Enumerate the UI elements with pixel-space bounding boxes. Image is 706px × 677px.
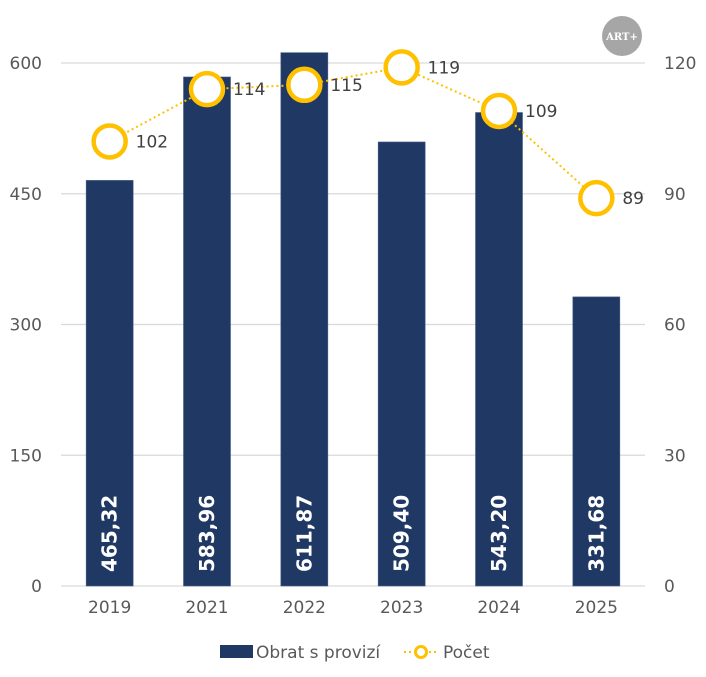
legend: Obrat s provizí Počet [220,643,490,663]
line-marker[interactable] [188,70,226,108]
y-left-tick-label: 450 [10,185,42,205]
line-marker[interactable] [578,179,615,217]
x-tick-label: 2025 [575,598,618,618]
line-marker[interactable] [480,92,518,130]
line-value-label: 109 [525,102,557,122]
x-tick-label: 2023 [380,598,423,618]
y-right-tick-label: 120 [664,54,696,74]
line-marker[interactable] [383,49,420,86]
line-value-label: 119 [428,58,460,78]
y-axis-left: 0 150 300 450 600 [10,54,42,597]
bar-value-label: 331,68 [584,495,608,572]
gridlines [61,62,645,587]
y-right-tick-label: 30 [664,446,686,466]
logo: ART+ [602,16,642,56]
x-tick-label: 2019 [88,598,131,618]
bar-value-label: 611,87 [292,495,316,572]
line-series [91,49,615,217]
logo-text: ART+ [605,32,638,43]
x-tick-label: 2021 [185,598,228,618]
legend-swatch-marker [414,645,428,659]
y-left-tick-label: 0 [31,577,42,597]
x-tick-label: 2022 [283,598,326,618]
y-left-tick-label: 150 [10,446,42,466]
line-marker[interactable] [286,66,323,104]
logo-badge [602,16,642,56]
y-right-tick-label: 60 [664,316,686,336]
bar-value-label: 543,20 [487,495,511,572]
line-value-label: 114 [233,80,265,100]
bar[interactable] [183,76,231,587]
bar-value-label: 583,96 [195,495,219,572]
bar-value-label: 509,40 [390,495,414,572]
line-path [109,66,598,199]
line-value-label: 89 [622,189,644,209]
bar-value-label: 465,32 [98,495,122,572]
x-tick-label: 2024 [477,598,520,618]
legend-label-obrat: Obrat s provizí [256,643,381,663]
y-right-tick-label: 90 [664,185,686,205]
x-axis: 2019 2021 2022 2023 2024 2025 [88,598,618,618]
bar-series [85,52,621,587]
line-value-labels: 102 114 115 119 109 89 [136,58,644,209]
legend-label-pocet: Počet [443,643,490,663]
line-value-label: 102 [136,132,168,152]
legend-swatch-bar [220,645,253,658]
legend-item-obrat[interactable]: Obrat s provizí [220,643,381,663]
line-marker[interactable] [91,123,128,160]
bar[interactable] [572,296,621,587]
bar-value-labels: 465,32 583,96 611,87 509,40 543,20 331,68 [98,495,609,572]
y-left-tick-label: 300 [10,316,42,336]
y-right-tick-label: 0 [664,577,675,597]
bar[interactable] [85,180,134,587]
bar[interactable] [377,141,426,587]
y-axis-right: 0 30 60 90 120 [664,54,696,597]
y-left-tick-label: 600 [10,54,42,74]
line-value-label: 115 [330,76,362,96]
bar[interactable] [280,52,329,587]
legend-item-pocet[interactable]: Počet [404,643,490,663]
